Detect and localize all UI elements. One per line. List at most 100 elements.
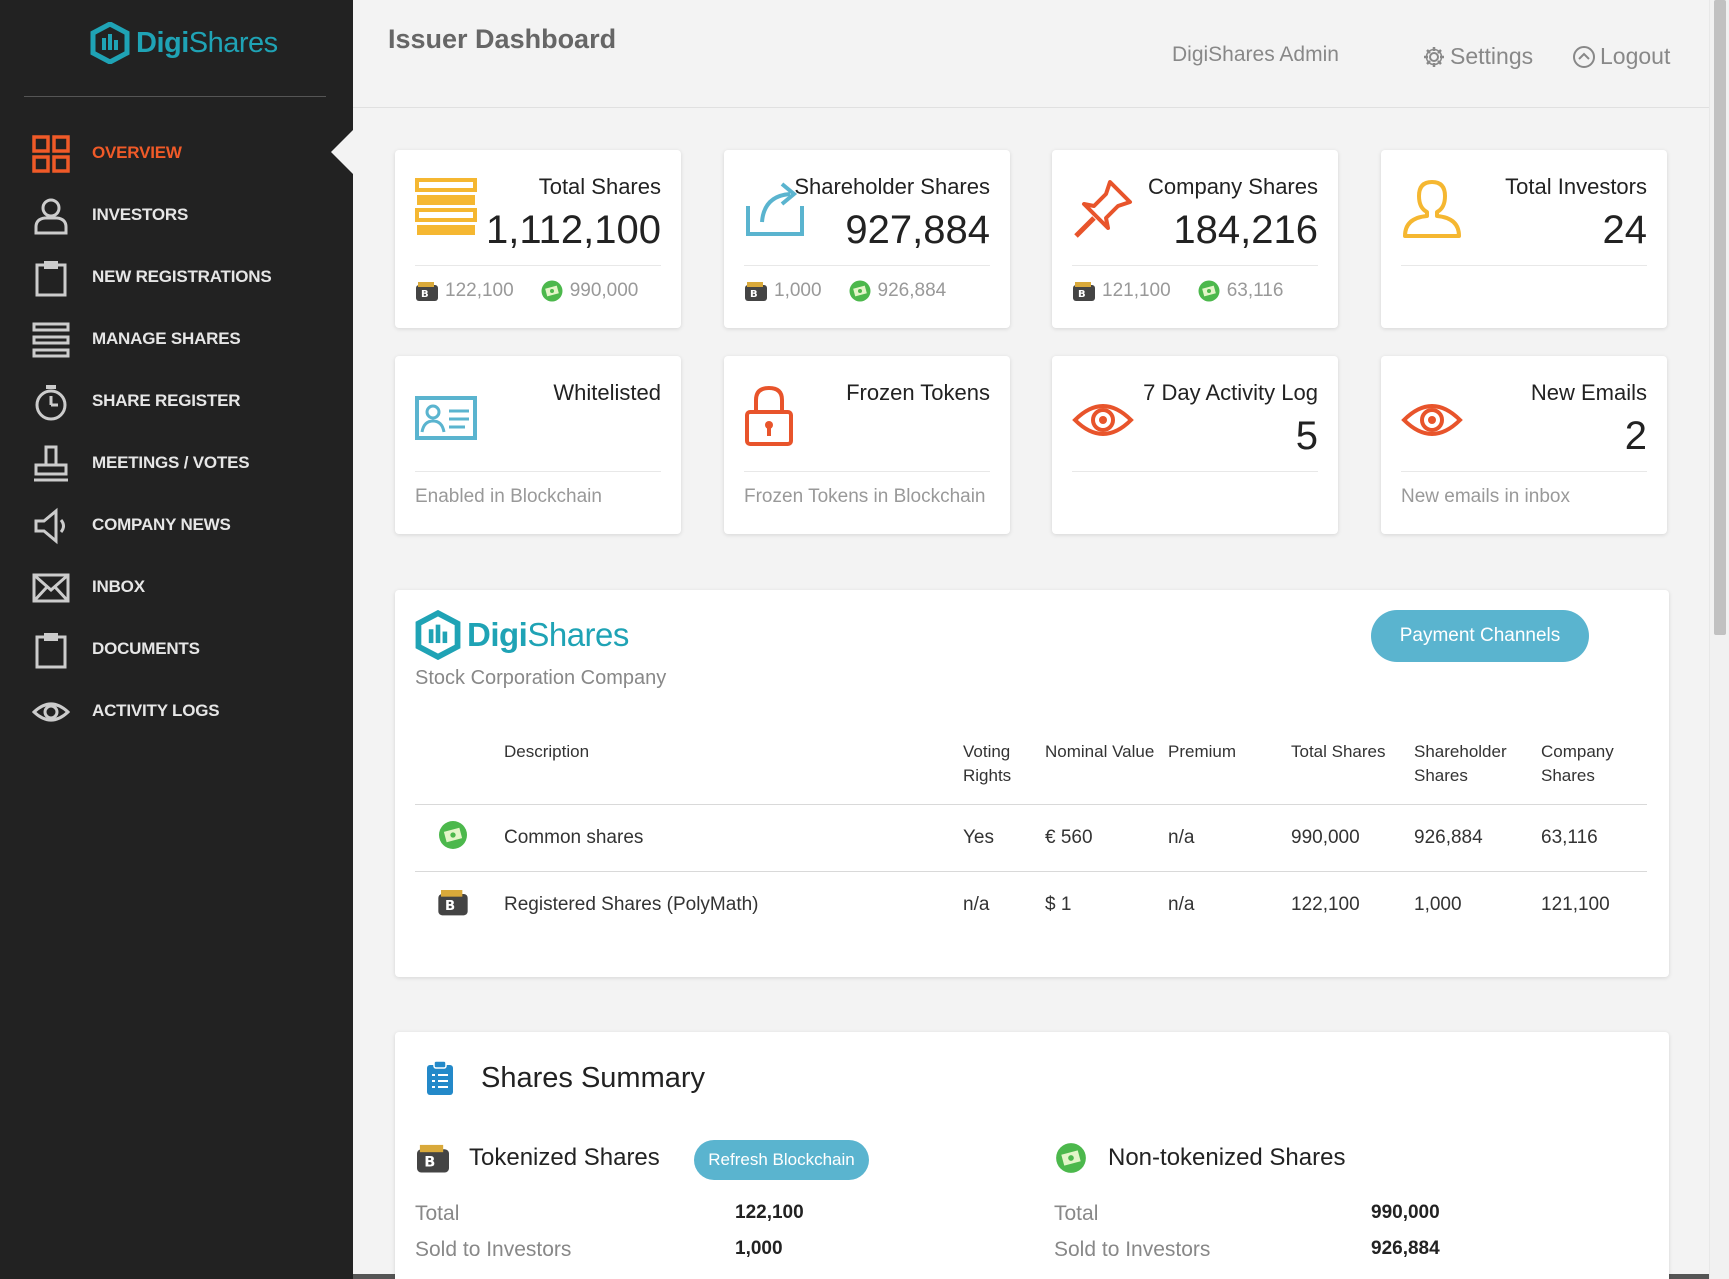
share-icon [746,182,804,236]
sidebar-item-share-register[interactable]: SHARE REGISTER [0,370,353,432]
sidebar-item-overview[interactable]: OVERVIEW [0,122,353,184]
stamp-icon [34,445,68,482]
tokenized-shares-heading: B Tokenized Shares [415,1142,660,1174]
svg-text:B: B [421,289,429,300]
non-tokenized-sold-value: 926,884 [1371,1238,1440,1259]
sidebar-item-documents[interactable]: DOCUMENTS [0,618,353,680]
non-tokenized-total-value: 990,000 [1371,1202,1440,1223]
stat-value: 5 [1295,414,1318,458]
cell-total: 990,000 [1291,804,1414,872]
non-tokenized-count: 63,116 [1226,280,1284,301]
stat-card-new-emails[interactable]: New Emails 2 New emails in inbox [1381,356,1667,534]
stat-title: Company Shares [1148,174,1318,199]
clipboard-icon [35,261,67,297]
eye-icon [1401,404,1463,436]
user-icon [34,198,68,235]
sidebar-item-meetings-votes[interactable]: MEETINGS / VOTES [0,432,353,494]
tokenized-count: 1,000 [774,280,822,301]
sidebar-item-label: MEETINGS / VOTES [92,453,250,472]
logout-link[interactable]: Logout [1572,43,1670,70]
divider [415,471,661,472]
scrollbar-thumb[interactable] [1714,0,1726,635]
eye-icon [32,702,70,722]
settings-label: Settings [1450,43,1534,69]
svg-text:B: B [750,289,758,300]
current-user-name[interactable]: DigiShares Admin [1172,43,1339,66]
column-header: Description [504,742,590,761]
shares-summary-card: Shares Summary B Tokenized Shares Refres… [395,1032,1669,1279]
cell-company: 121,100 [1541,871,1647,939]
cash-icon [541,280,563,302]
stat-footer: B 122,100 990,000 [415,280,638,302]
logout-icon [1573,45,1595,68]
sidebar-item-investors[interactable]: INVESTORS [0,184,353,246]
cell-nominal: $ 1 [1045,871,1168,939]
digishares-logo-icon [415,610,461,660]
stopwatch-icon [35,385,67,421]
stat-card-company-shares[interactable]: Company Shares 184,216 B 121,100 63,116 [1052,150,1338,328]
stat-title: Total Shares [538,174,661,199]
cell-nominal: € 560 [1045,804,1168,872]
sidebar-item-company-news[interactable]: COMPANY NEWS [0,494,353,556]
sidebar-item-inbox[interactable]: INBOX [0,556,353,618]
sidebar-item-manage-shares[interactable]: MANAGE SHARES [0,308,353,370]
page-title: Issuer Dashboard [388,24,617,54]
bitcoin-wallet-icon: B [1073,282,1095,301]
logout-label: Logout [1600,43,1671,69]
stat-card-total-shares[interactable]: Total Shares 1,112,100 B 122,100 990,000 [395,150,681,328]
cell-premium: n/a [1168,871,1291,939]
bitcoin-wallet-icon: B [745,282,767,301]
stat-card-activity-log[interactable]: 7 Day Activity Log 5 [1052,356,1338,534]
sidebar-item-label: NEW REGISTRATIONS [92,267,272,286]
vertical-scrollbar[interactable] [1709,0,1729,1279]
table-row[interactable]: Common shares Yes € 560 n/a 990,000 926,… [415,804,1647,872]
stat-footer: B 1,000 926,884 [744,280,946,302]
column-header: Total Shares [1291,742,1386,761]
bitcoin-wallet-icon: B [416,282,438,301]
svg-text:B: B [445,899,455,914]
divider [1401,471,1647,472]
bitcoin-wallet-icon: B [417,1144,449,1173]
stack-icon [415,178,477,235]
divider [1401,265,1647,266]
brand-logo[interactable]: DigiShares [90,22,278,64]
column-header: Nominal Value [1045,742,1155,761]
stat-footer: B 121,100 63,116 [1072,280,1283,302]
brand-name-light: Shares [188,26,278,59]
stat-footer: Frozen Tokens in Blockchain [744,486,986,507]
refresh-blockchain-button[interactable]: Refresh Blockchain [694,1140,869,1180]
divider [415,265,661,266]
stat-title: 7 Day Activity Log [1143,380,1318,405]
cell-shareholder: 926,884 [1414,804,1541,872]
clipboard-icon [35,633,67,669]
list-icon [32,322,70,358]
stat-footer: Enabled in Blockchain [415,486,602,507]
settings-link[interactable]: Settings [1422,43,1533,70]
non-tokenized-count: 926,884 [877,280,947,301]
cell-shareholder: 1,000 [1414,871,1541,939]
brand-name-bold: Digi [136,26,189,59]
payment-channels-button[interactable]: Payment Channels [1371,610,1589,662]
company-subtitle: Stock Corporation Company [415,667,667,689]
stat-card-total-investors[interactable]: Total Investors 24 [1381,150,1667,328]
stat-card-whitelisted[interactable]: Whitelisted Enabled in Blockchain [395,356,681,534]
stat-card-frozen-tokens[interactable]: Frozen Tokens Frozen Tokens in Blockchai… [724,356,1010,534]
investor-user-icon [1403,180,1461,238]
stat-title: Total Investors [1505,174,1647,199]
sidebar-item-activity-logs[interactable]: ACTIVITY LOGS [0,680,353,742]
sidebar-item-label: OVERVIEW [92,143,182,162]
cell-premium: n/a [1168,804,1291,872]
sidebar-item-label: DOCUMENTS [92,639,200,658]
gear-icon [1424,46,1444,67]
tokenized-sold-label: Sold to Investors [415,1238,572,1261]
eye-icon [1072,404,1134,436]
stat-card-shareholder-shares[interactable]: Shareholder Shares 927,884 B 1,000 926,8… [724,150,1010,328]
table-row[interactable]: B Registered Shares (PolyMath) n/a $ 1 n… [415,871,1647,939]
cash-icon [1198,280,1220,302]
cell-total: 122,100 [1291,871,1414,939]
table-header-row: Description Voting Rights Nominal Value … [415,740,1647,805]
sidebar-item-new-registrations[interactable]: NEW REGISTRATIONS [0,246,353,308]
column-header: Shareholder Shares [1414,742,1507,785]
cell-voting: n/a [963,871,1045,939]
non-tokenized-count: 990,000 [569,280,639,301]
